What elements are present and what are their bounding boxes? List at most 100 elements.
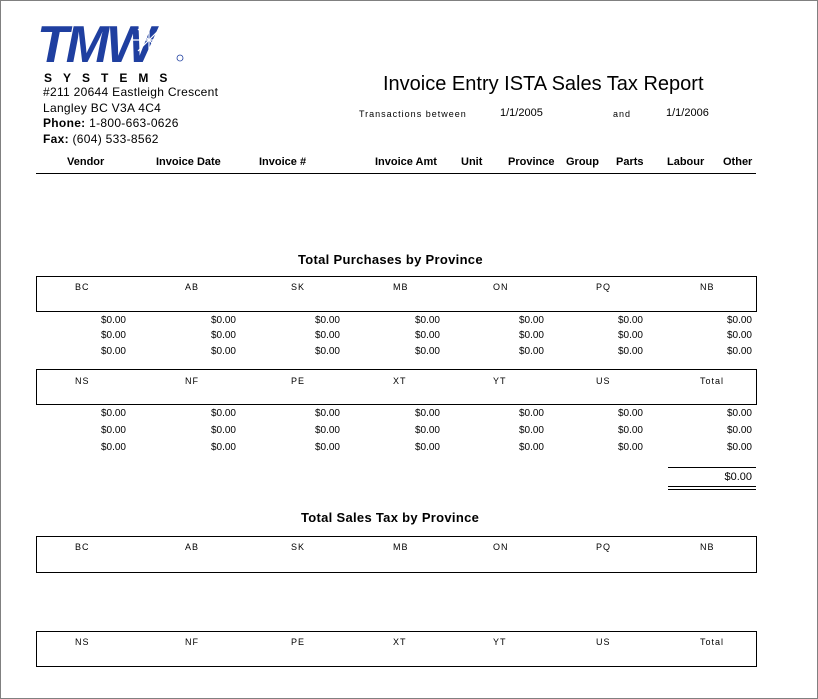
province-header: MB [393,542,409,552]
province-header: ON [493,542,509,552]
province-header: Total [700,637,725,647]
province-header: NF [185,376,199,386]
and-label: and [613,109,632,119]
tmw-logo: TMW SYSTEMS [37,16,184,85]
province-header: XT [393,637,407,647]
end-date: 1/1/2006 [666,107,709,119]
purchases-province-box-1 [36,276,757,312]
col-invoice-date: Invoice Date [156,156,221,168]
province-value: $0.00 [617,346,643,357]
col-parts: Parts [616,156,644,168]
province-value: $0.00 [210,425,236,436]
col-invoice-amt: Invoice Amt [375,156,437,168]
province-value: $0.00 [414,442,440,453]
start-date: 1/1/2005 [500,107,543,119]
province-value: $0.00 [314,330,340,341]
col-province: Province [508,156,555,168]
province-value: $0.00 [210,330,236,341]
province-value: $0.00 [414,425,440,436]
province-value: $0.00 [518,442,544,453]
province-value: $0.00 [617,408,643,419]
province-value: $0.00 [210,408,236,419]
province-header: NF [185,637,199,647]
sales-tax-province-box-2 [36,631,757,667]
province-value: $0.00 [210,442,236,453]
province-header: BC [75,542,90,552]
province-header: PE [291,376,306,386]
province-header: PQ [596,542,612,552]
province-value: $0.00 [314,442,340,453]
province-header: SK [291,282,306,292]
province-header: ON [493,282,509,292]
province-value: $0.00 [314,408,340,419]
province-value: $0.00 [210,315,236,326]
purchases-province-box-2 [36,369,757,405]
logo-star-icon [133,24,165,56]
province-header: Total [700,376,725,386]
province-header: NS [75,376,90,386]
province-header: NB [700,542,715,552]
report-title: Invoice Entry ISTA Sales Tax Report [383,73,704,95]
col-vendor: Vendor [67,156,105,168]
address-line2: Langley BC V3A 4C4 [43,101,162,115]
province-value: $0.00 [518,425,544,436]
province-value: $0.00 [100,330,126,341]
sales-tax-province-box-1 [36,536,757,573]
province-value: $0.00 [210,346,236,357]
col-unit: Unit [461,156,483,168]
col-other: Other [723,156,753,168]
province-header: US [596,637,611,647]
province-header: AB [185,282,200,292]
province-value: $0.00 [414,346,440,357]
fax-label: Fax: [43,132,69,146]
fax-line: Fax: (604) 533-8562 [43,132,159,146]
transactions-label: Transactions between [359,109,467,119]
province-value: $0.00 [414,315,440,326]
registered-icon [176,54,184,62]
province-value: $0.00 [617,315,643,326]
province-header: US [596,376,611,386]
province-value: $0.00 [726,346,752,357]
phone-label: Phone: [43,116,86,130]
province-value: $0.00 [100,346,126,357]
province-value: $0.00 [726,330,752,341]
province-value: $0.00 [726,315,752,326]
total-rule-double-1 [668,486,756,487]
province-value: $0.00 [414,330,440,341]
province-value: $0.00 [100,425,126,436]
phone-number: 1-800-663-0626 [89,116,179,130]
province-header: PE [291,637,306,647]
phone-line: Phone: 1-800-663-0626 [43,116,179,130]
col-invoice-number: Invoice # [259,156,307,168]
province-value: $0.00 [518,346,544,357]
province-value: $0.00 [314,346,340,357]
col-group: Group [566,156,599,168]
province-value: $0.00 [726,408,752,419]
province-value: $0.00 [100,315,126,326]
province-header: YT [493,376,507,386]
header-rule [36,173,756,174]
province-value: $0.00 [617,442,643,453]
province-header: NB [700,282,715,292]
col-labour: Labour [667,156,705,168]
province-header: PQ [596,282,612,292]
province-value: $0.00 [617,330,643,341]
grand-total: $0.00 [724,471,752,483]
total-rule-double-2 [668,489,756,490]
fax-number: (604) 533-8562 [72,132,159,146]
province-header: AB [185,542,200,552]
logo-text: TMW [37,16,159,74]
province-value: $0.00 [726,442,752,453]
province-value: $0.00 [617,425,643,436]
province-value: $0.00 [100,408,126,419]
province-header: XT [393,376,407,386]
address-line1: #211 20644 Eastleigh Crescent [43,85,219,99]
province-header: MB [393,282,409,292]
sales-tax-title: Total Sales Tax by Province [301,510,480,525]
province-header: SK [291,542,306,552]
province-header: BC [75,282,90,292]
province-header: YT [493,637,507,647]
purchases-title: Total Purchases by Province [298,252,483,267]
province-value: $0.00 [314,425,340,436]
logo-subtext: SYSTEMS [44,71,178,85]
